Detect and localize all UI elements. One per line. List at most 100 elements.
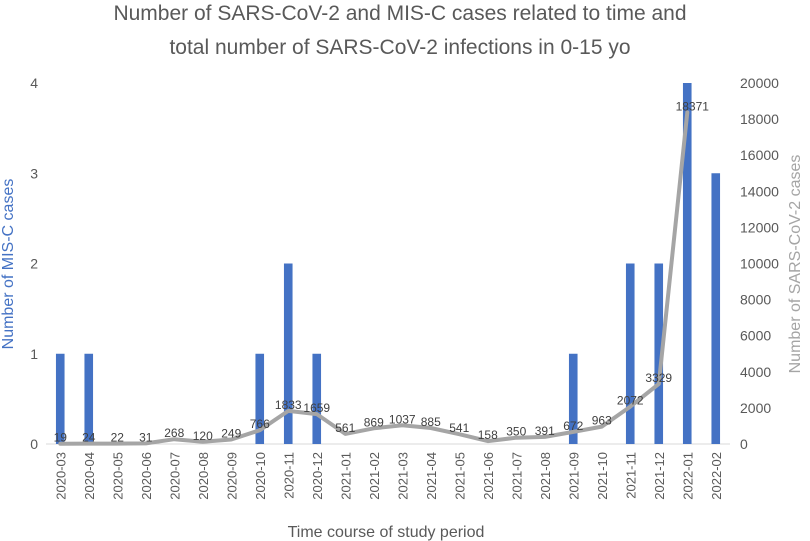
sars-cov-2-points (59, 111, 688, 445)
right-tick-label: 16000 (740, 147, 779, 163)
x-tick-label: 2022-02 (709, 452, 724, 500)
mis-c-bar (55, 353, 65, 444)
sars-cov-2-point (173, 438, 175, 440)
sars-cov-2-point (686, 111, 688, 113)
sars-cov-2-point (515, 437, 517, 439)
left-tick-label: 4 (30, 75, 38, 91)
sars-cov-2-point (401, 424, 403, 426)
sars-cov-2-data-label: 869 (364, 415, 384, 429)
sars-cov-2-point (572, 431, 574, 433)
x-tick-label: 2021-06 (481, 452, 496, 500)
sars-cov-2-data-label: 24 (82, 431, 96, 445)
left-axis: 0 1 2 3 4 (30, 75, 38, 452)
x-tick-label: 2020-08 (196, 452, 211, 500)
x-axis: 2020-03 2020-04 2020-05 2020-06 2020-07 2020-… (53, 452, 724, 500)
sars-cov-2-data-label: 158 (478, 428, 498, 442)
sars-cov-2-data-label: 1833 (275, 398, 302, 412)
x-tick-label: 2020-03 (53, 452, 68, 500)
right-tick-label: 2000 (740, 400, 771, 416)
x-tick-label: 2021-09 (566, 452, 581, 500)
right-tick-label: 8000 (740, 292, 771, 308)
x-tick-label: 2021-01 (338, 452, 353, 500)
sars-cov-2-data-label: 1037 (389, 412, 416, 426)
left-axis-title: Number of MIS-C cases (0, 179, 17, 350)
x-tick-label: 2020-06 (139, 452, 154, 500)
sars-cov-2-data-label: 3329 (645, 371, 672, 385)
sars-cov-2-data-label: 1659 (303, 401, 330, 415)
sars-cov-2-data-label: 766 (250, 417, 270, 431)
sars-cov-2-data-label: 2072 (617, 394, 644, 408)
x-tick-label: 2020-11 (281, 452, 296, 499)
x-tick-label: 2021-11 (623, 452, 638, 499)
mis-c-bar (654, 263, 664, 444)
sars-cov-2-line-series (58, 110, 690, 446)
sars-cov-2-point (601, 426, 603, 428)
sars-cov-2-data-label: 885 (421, 415, 441, 429)
sars-cov-2-data-labels: 19 24 22 31 268 120 249 766 1833 1659 561 869 1037 88… (54, 99, 710, 444)
x-tick-label: 2021-03 (395, 452, 410, 500)
left-tick-label: 0 (30, 436, 38, 452)
sars-cov-2-point (202, 441, 204, 443)
sars-cov-2-point (230, 439, 232, 441)
x-tick-label: 2022-01 (680, 452, 695, 500)
x-tick-label: 2021-07 (509, 452, 524, 500)
left-tick-label: 3 (30, 165, 38, 181)
sars-cov-2-data-label: 22 (111, 431, 125, 445)
sars-cov-2-data-label: 19 (54, 431, 68, 445)
right-axis-title: Number of SARS-CoV-2 cases (787, 155, 804, 374)
sars-cov-2-point (259, 429, 261, 431)
right-tick-label: 4000 (740, 364, 771, 380)
sars-cov-2-point (145, 442, 147, 444)
x-tick-label: 2021-05 (452, 452, 467, 500)
sars-cov-2-point (287, 410, 289, 412)
right-tick-label: 6000 (740, 328, 771, 344)
sars-cov-2-data-label: 18371 (676, 99, 710, 113)
right-tick-label: 10000 (740, 256, 779, 272)
mis-c-bar (312, 353, 322, 444)
x-axis-title: Time course of study period (288, 524, 485, 541)
mis-c-bar (711, 173, 721, 444)
sars-cov-2-point (487, 440, 489, 442)
sars-cov-2-data-label: 350 (506, 425, 526, 439)
sars-cov-2-data-label: 672 (563, 419, 583, 433)
mis-c-bar (255, 353, 265, 444)
sars-cov-2-point (430, 427, 432, 429)
left-tick-label: 1 (30, 346, 38, 362)
left-tick-label: 2 (30, 256, 38, 272)
sars-cov-2-point (458, 433, 460, 435)
x-tick-label: 2020-12 (310, 452, 325, 500)
sars-cov-2-data-label: 561 (335, 421, 355, 435)
mis-c-bar-series (55, 83, 721, 444)
sars-cov-2-data-label: 120 (193, 429, 213, 443)
x-tick-label: 2020-09 (224, 452, 239, 500)
right-tick-label: 20000 (740, 75, 779, 91)
right-tick-label: 0 (740, 436, 748, 452)
sars-cov-2-point (629, 406, 631, 408)
mis-c-bar (568, 353, 578, 444)
sars-cov-2-data-label: 268 (164, 426, 184, 440)
x-tick-label: 2020-10 (253, 452, 268, 500)
sars-cov-2-data-label: 391 (535, 424, 555, 438)
chart-title: Number of SARS-CoV-2 and MIS-C cases rel… (113, 2, 686, 59)
chart-title-line-2: total number of SARS-CoV-2 infections in… (169, 36, 630, 59)
sars-cov-2-data-label: 249 (221, 427, 241, 441)
sars-cov-2-data-label: 963 (592, 414, 612, 428)
sars-cov-2-point (544, 436, 546, 438)
mis-c-bar (625, 263, 635, 444)
x-tick-label: 2021-02 (367, 452, 382, 500)
right-tick-label: 18000 (740, 111, 779, 127)
x-tick-label: 2020-07 (167, 452, 182, 500)
sars-cov-2-point (59, 443, 61, 445)
x-tick-label: 2020-05 (110, 452, 125, 500)
sars-cov-2-point (658, 383, 660, 385)
mis-c-bar (283, 263, 293, 444)
sars-cov-2-point (88, 443, 90, 445)
sars-cov-2-point (316, 413, 318, 415)
sars-cov-2-data-label: 541 (449, 421, 469, 435)
chart-title-line-1: Number of SARS-CoV-2 and MIS-C cases rel… (113, 2, 686, 25)
right-tick-label: 14000 (740, 183, 779, 199)
sars-cov-2-point (116, 443, 118, 445)
x-tick-label: 2021-08 (538, 452, 553, 500)
mis-c-bar (682, 83, 692, 444)
